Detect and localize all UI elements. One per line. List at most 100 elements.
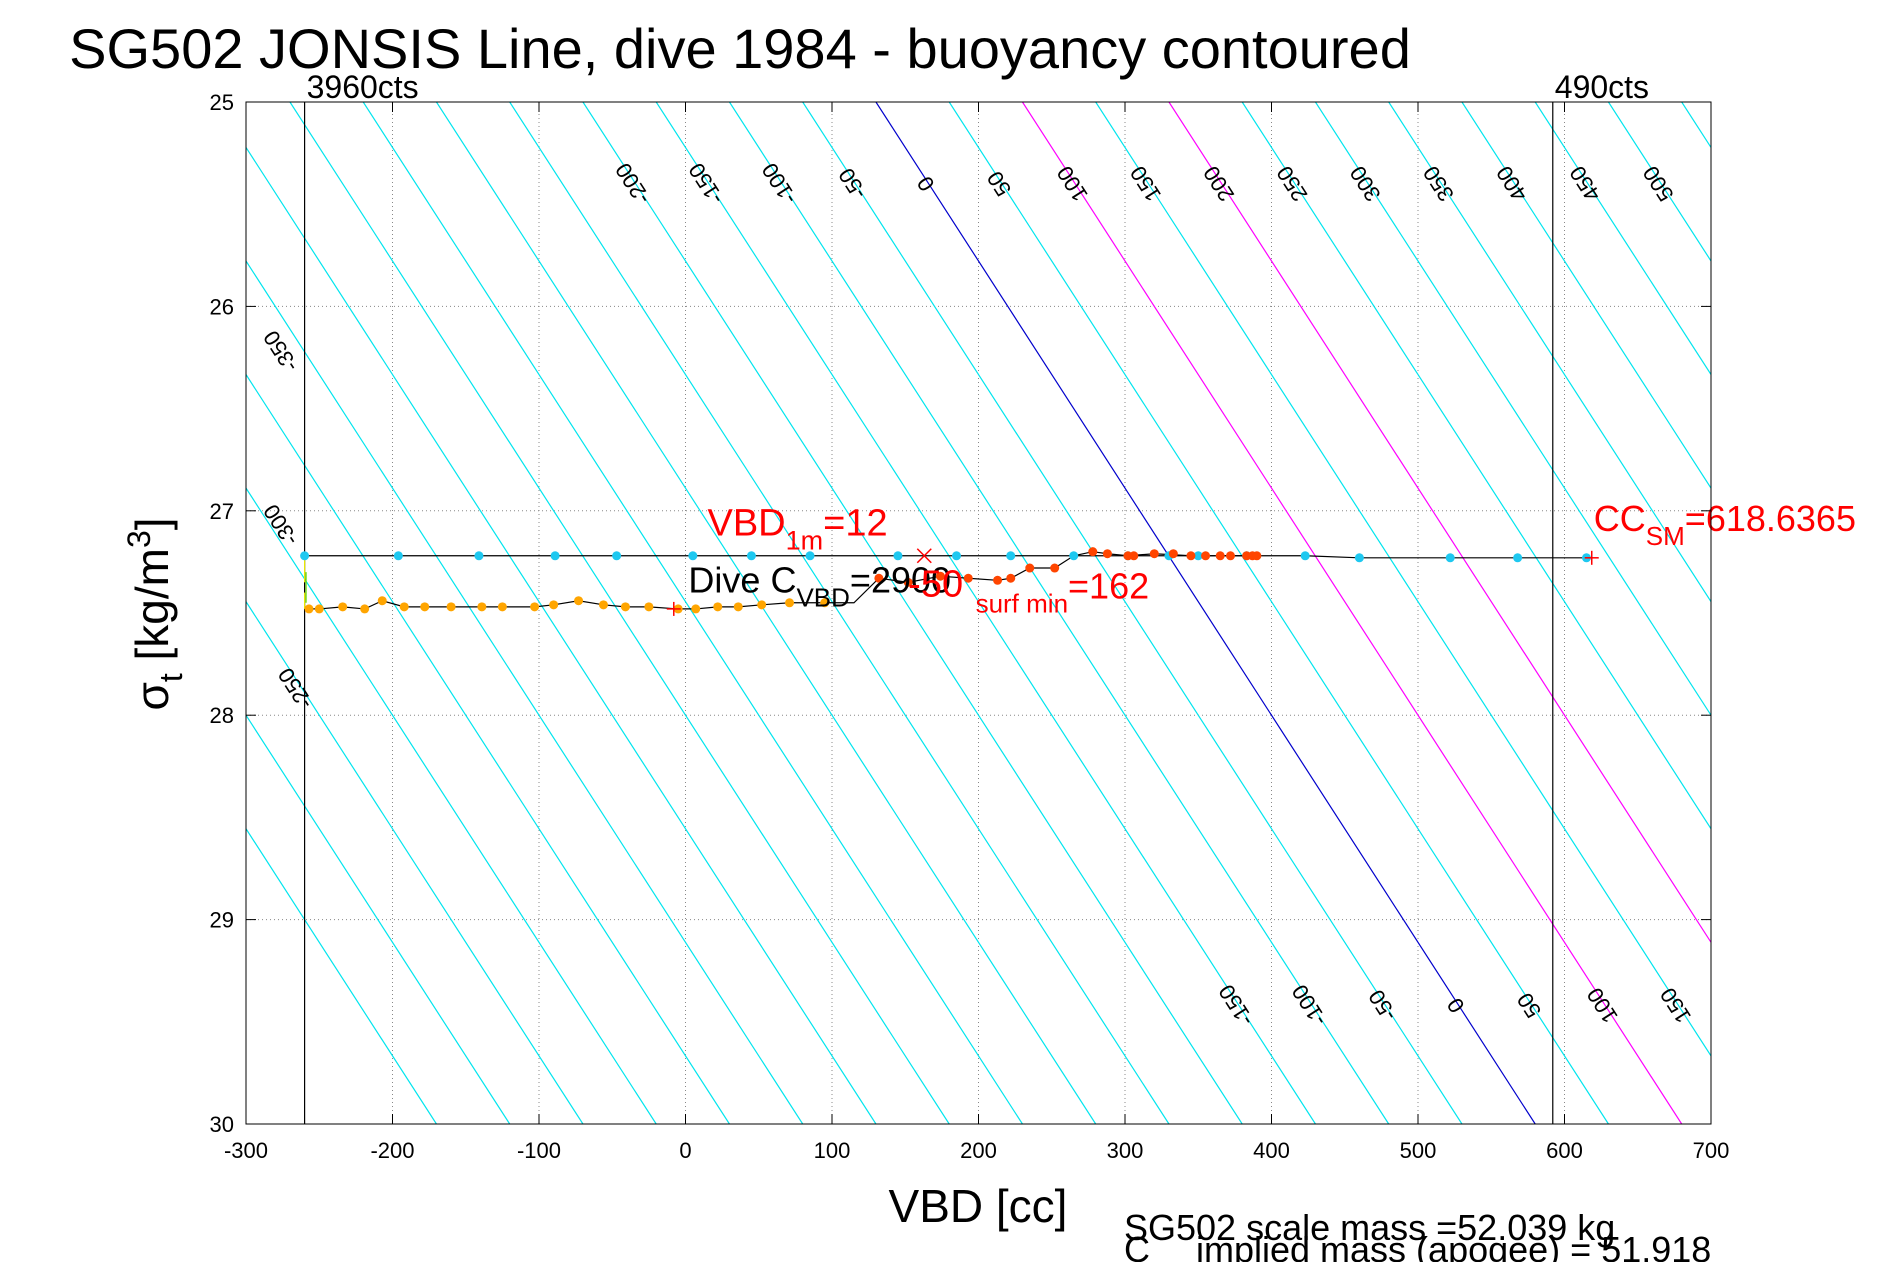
data-point [1186, 551, 1196, 561]
contour-line [1241, 102, 1711, 830]
data-point [1445, 553, 1455, 563]
count-limit-label: 490cts [1555, 69, 1649, 105]
y-axis-label-close: ] [126, 517, 178, 530]
x-tick-label: 500 [1400, 1138, 1437, 1163]
count-limit-label: 3960cts [307, 69, 419, 105]
contour-line [289, 102, 950, 1124]
contour-line [1314, 102, 1711, 717]
contour-line [655, 102, 1316, 1124]
x-tick-label: 400 [1253, 1138, 1290, 1163]
data-point [691, 604, 701, 614]
contour-line [948, 102, 1609, 1124]
data-point [612, 551, 622, 561]
data-point [1129, 551, 1139, 561]
y-axis-label-sup: 3 [121, 530, 157, 548]
data-point [1252, 551, 1262, 561]
contour-line [246, 146, 877, 1124]
contour-line [582, 102, 1243, 1124]
data-point [874, 573, 884, 583]
y-tick-label: 28 [210, 703, 234, 728]
contour-line-highlight [1168, 102, 1711, 944]
y-tick-label: 30 [210, 1112, 234, 1137]
data-point [1102, 549, 1112, 559]
x-axis-label: VBD [cc] [889, 1180, 1068, 1232]
x-tick-label: 100 [814, 1138, 851, 1163]
contour-line [1534, 102, 1711, 376]
contour-line [728, 102, 1390, 1124]
x-tick-label: -200 [370, 1138, 414, 1163]
data-point [757, 600, 767, 610]
y-tick-label: 25 [210, 90, 234, 115]
data-point [1193, 551, 1203, 561]
contour-line [246, 259, 804, 1124]
x-tick-label: 700 [1693, 1138, 1730, 1163]
data-point [550, 551, 560, 561]
data-point [1201, 551, 1211, 561]
y-axis-label-units: [kg/m [126, 548, 178, 673]
contour-line [1095, 102, 1711, 1057]
data-point [1006, 573, 1016, 583]
data-point [1149, 549, 1159, 559]
data-point [360, 604, 370, 614]
data-point [688, 551, 698, 561]
data-point [903, 577, 913, 587]
contour-line [1461, 102, 1711, 490]
contour-line [246, 600, 584, 1124]
data-point [530, 602, 540, 612]
data-point [1088, 547, 1098, 557]
x-tick-label: 600 [1546, 1138, 1583, 1163]
x-tick-label: -300 [224, 1138, 268, 1163]
surf-min-annotation: surf min=162 [976, 566, 1150, 619]
data-point [1513, 553, 1523, 563]
data-point [420, 602, 430, 612]
plus-marker [666, 601, 681, 616]
data-point [1050, 563, 1060, 573]
contour-line [246, 373, 730, 1124]
y-axis-label-text: σt [kg/m3] [121, 517, 189, 710]
data-point [1215, 551, 1225, 561]
plus-marker [1584, 550, 1599, 565]
contour-line [802, 102, 1463, 1124]
data-point [598, 600, 608, 610]
y-tick-label: 26 [210, 294, 234, 319]
data-point [820, 598, 830, 608]
data-point [644, 602, 654, 612]
contour-line [246, 486, 657, 1124]
data-point [549, 600, 559, 610]
data-point [314, 604, 324, 614]
data-point [713, 602, 723, 612]
data-point [477, 602, 487, 612]
data-point [620, 602, 630, 612]
chart-title: SG502 JONSIS Line, dive 1984 - buoyancy … [69, 17, 1411, 80]
data-point [1025, 563, 1035, 573]
data-point [393, 551, 403, 561]
contour-line [509, 102, 1170, 1124]
footer-scale-mass: SG502 scale mass =52.039 kg [1124, 1207, 1615, 1248]
footer-implied-mass-prefix: C [1124, 1229, 1150, 1262]
data-point [1069, 551, 1079, 561]
x-tick-label: 0 [679, 1138, 691, 1163]
data-point [377, 596, 387, 606]
data-point [733, 602, 743, 612]
data-point [474, 551, 484, 561]
x-tick-label: 300 [1107, 1138, 1144, 1163]
contour-line [1388, 102, 1711, 603]
data-point [952, 551, 962, 561]
data-point [1354, 553, 1364, 563]
data-point [993, 575, 1003, 585]
y-tick-label: 29 [210, 908, 234, 933]
series-layer [300, 547, 1591, 614]
y-axis-label: σt [kg/m3] [121, 517, 189, 710]
data-point [963, 573, 973, 583]
data-point [304, 604, 314, 614]
x-tick-label: -100 [517, 1138, 561, 1163]
contour-line [246, 827, 437, 1124]
data-point [1006, 551, 1016, 561]
data-point [1168, 549, 1178, 559]
contour-line [362, 102, 1023, 1124]
data-point [338, 602, 348, 612]
